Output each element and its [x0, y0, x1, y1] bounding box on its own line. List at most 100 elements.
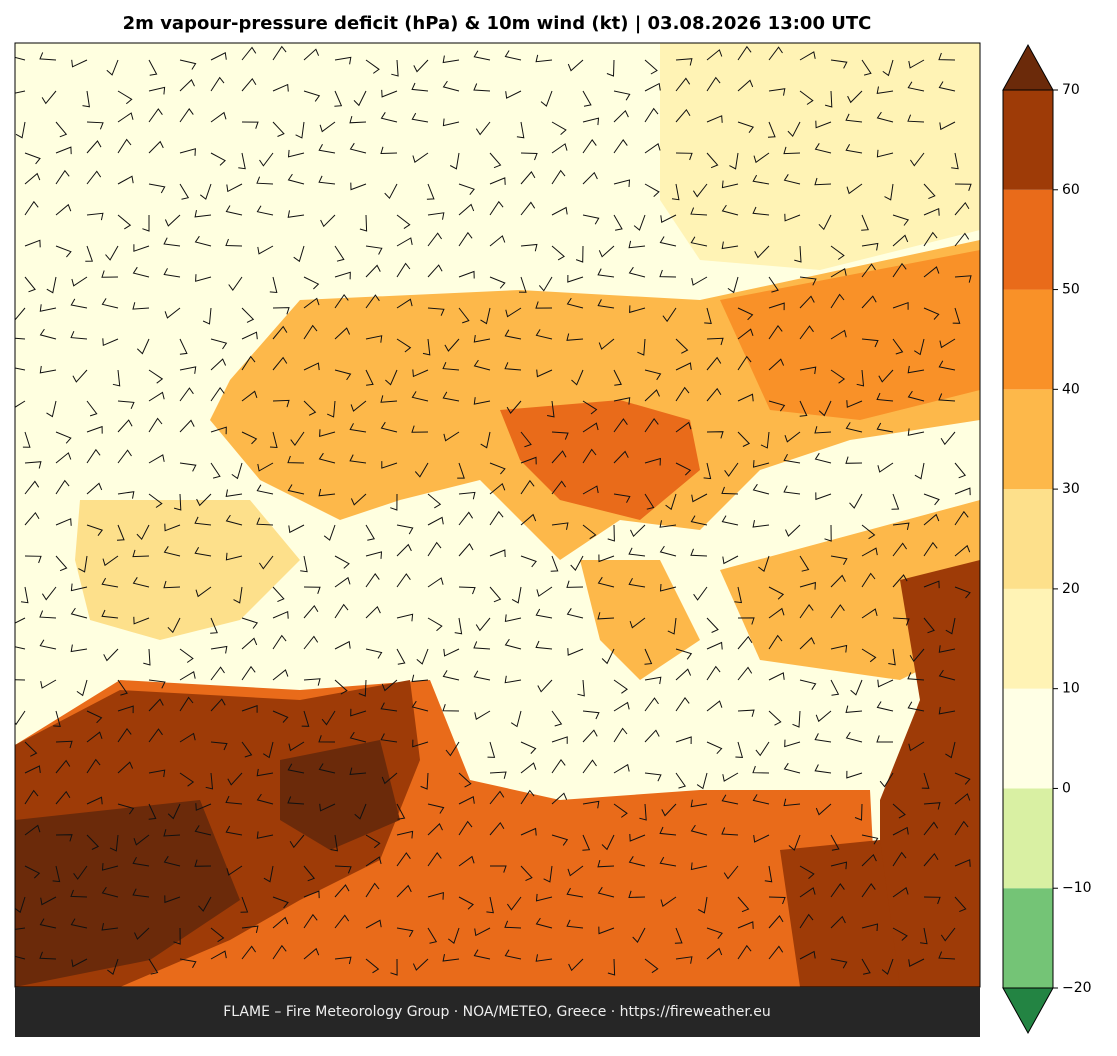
wind-barb	[241, 925, 259, 934]
wind-barb	[24, 172, 41, 185]
wind-barb	[15, 56, 26, 61]
wind-barb	[194, 209, 212, 218]
wind-barb	[334, 555, 350, 569]
wind-barb	[768, 88, 786, 96]
wind-barb	[55, 452, 72, 464]
wind-barb	[474, 927, 491, 937]
wind-barb	[597, 612, 615, 620]
wind-barb	[148, 59, 158, 76]
wind-barb	[535, 301, 553, 309]
wind-barb	[70, 918, 88, 929]
wind-barb	[628, 547, 646, 557]
wind-barb	[55, 518, 72, 526]
wind-barb	[861, 883, 876, 898]
wind-barb	[132, 888, 150, 898]
wind-barb	[535, 640, 553, 650]
wind-barb	[78, 555, 88, 573]
wind-barb	[427, 617, 443, 632]
wind-barb	[136, 524, 150, 541]
wind-barb	[210, 666, 225, 681]
wind-barb	[148, 493, 163, 508]
wind-barb	[71, 59, 88, 68]
wind-barb	[380, 733, 398, 743]
wind-barb	[269, 431, 278, 449]
wind-barb	[923, 802, 941, 810]
wind-barb	[516, 121, 525, 139]
wind-barb	[116, 524, 125, 541]
wind-barb	[132, 302, 150, 310]
wind-barb	[102, 555, 119, 567]
wind-barb	[148, 417, 163, 433]
wind-barb	[613, 450, 629, 464]
wind-barb	[444, 338, 460, 352]
wind-barb	[411, 700, 429, 712]
wind-barb	[71, 276, 88, 287]
wind-barb	[272, 307, 290, 315]
wind-barb	[179, 79, 195, 92]
wind-barb	[938, 360, 956, 371]
wind-barb	[24, 239, 41, 248]
wind-barb	[567, 274, 584, 283]
wind-barb	[691, 493, 708, 503]
wind-barb	[117, 679, 128, 696]
wind-barb	[194, 546, 212, 557]
wind-barb	[892, 234, 909, 247]
wind-barb	[954, 275, 972, 283]
wind-barb	[442, 80, 460, 92]
wind-barb	[849, 493, 863, 509]
wind-barb	[134, 927, 150, 940]
region	[720, 250, 980, 420]
wind-barb	[735, 741, 744, 758]
wind-barb	[86, 212, 104, 221]
colorbar-tick-label: −20	[1062, 980, 1092, 996]
wind-barb	[86, 400, 98, 417]
wind-barb	[799, 276, 817, 286]
wind-barb	[24, 555, 42, 564]
wind-barb	[737, 307, 754, 321]
wind-barb	[768, 302, 785, 311]
wind-barb	[566, 608, 584, 619]
wind-barb	[721, 827, 739, 836]
wind-barb	[909, 648, 925, 663]
wind-barb	[882, 59, 894, 77]
wind-barb	[195, 803, 212, 811]
wind-barb	[721, 486, 739, 495]
wind-barbs	[15, 45, 972, 976]
wind-barb	[86, 524, 104, 536]
wind-barb	[752, 174, 770, 185]
wind-barb	[690, 515, 708, 526]
wind-barb	[784, 739, 801, 748]
wind-barb	[426, 183, 435, 200]
wind-barb	[876, 111, 894, 123]
wind-barb	[799, 679, 817, 690]
wind-barb	[148, 958, 159, 975]
wind-barb	[179, 462, 197, 472]
wind-barb	[24, 765, 41, 774]
wind-barb	[318, 452, 336, 464]
wind-barb	[365, 648, 383, 659]
wind-barb	[799, 913, 814, 929]
wind-barb	[846, 400, 863, 408]
wind-barb	[551, 522, 569, 530]
wind-barb	[830, 59, 848, 69]
wind-barb	[737, 896, 750, 913]
wind-barb	[70, 298, 88, 309]
wind-barb	[799, 581, 816, 590]
wind-barb	[938, 52, 956, 61]
wind-barb	[318, 488, 336, 497]
wind-barb	[133, 834, 150, 846]
wind-barb	[195, 586, 212, 598]
wind-barb	[473, 335, 491, 343]
wind-barb	[892, 826, 909, 836]
wind-barb	[876, 392, 894, 402]
wind-barb	[380, 421, 398, 433]
colorbar-frame	[1002, 89, 1054, 989]
wind-barb	[287, 796, 305, 805]
wind-barb	[226, 183, 243, 193]
wind-barb	[675, 696, 690, 712]
wind-barb	[117, 727, 132, 743]
wind-barb	[143, 648, 151, 666]
wind-barb	[644, 389, 660, 402]
wind-barb	[210, 741, 228, 751]
wind-barb	[764, 865, 773, 883]
